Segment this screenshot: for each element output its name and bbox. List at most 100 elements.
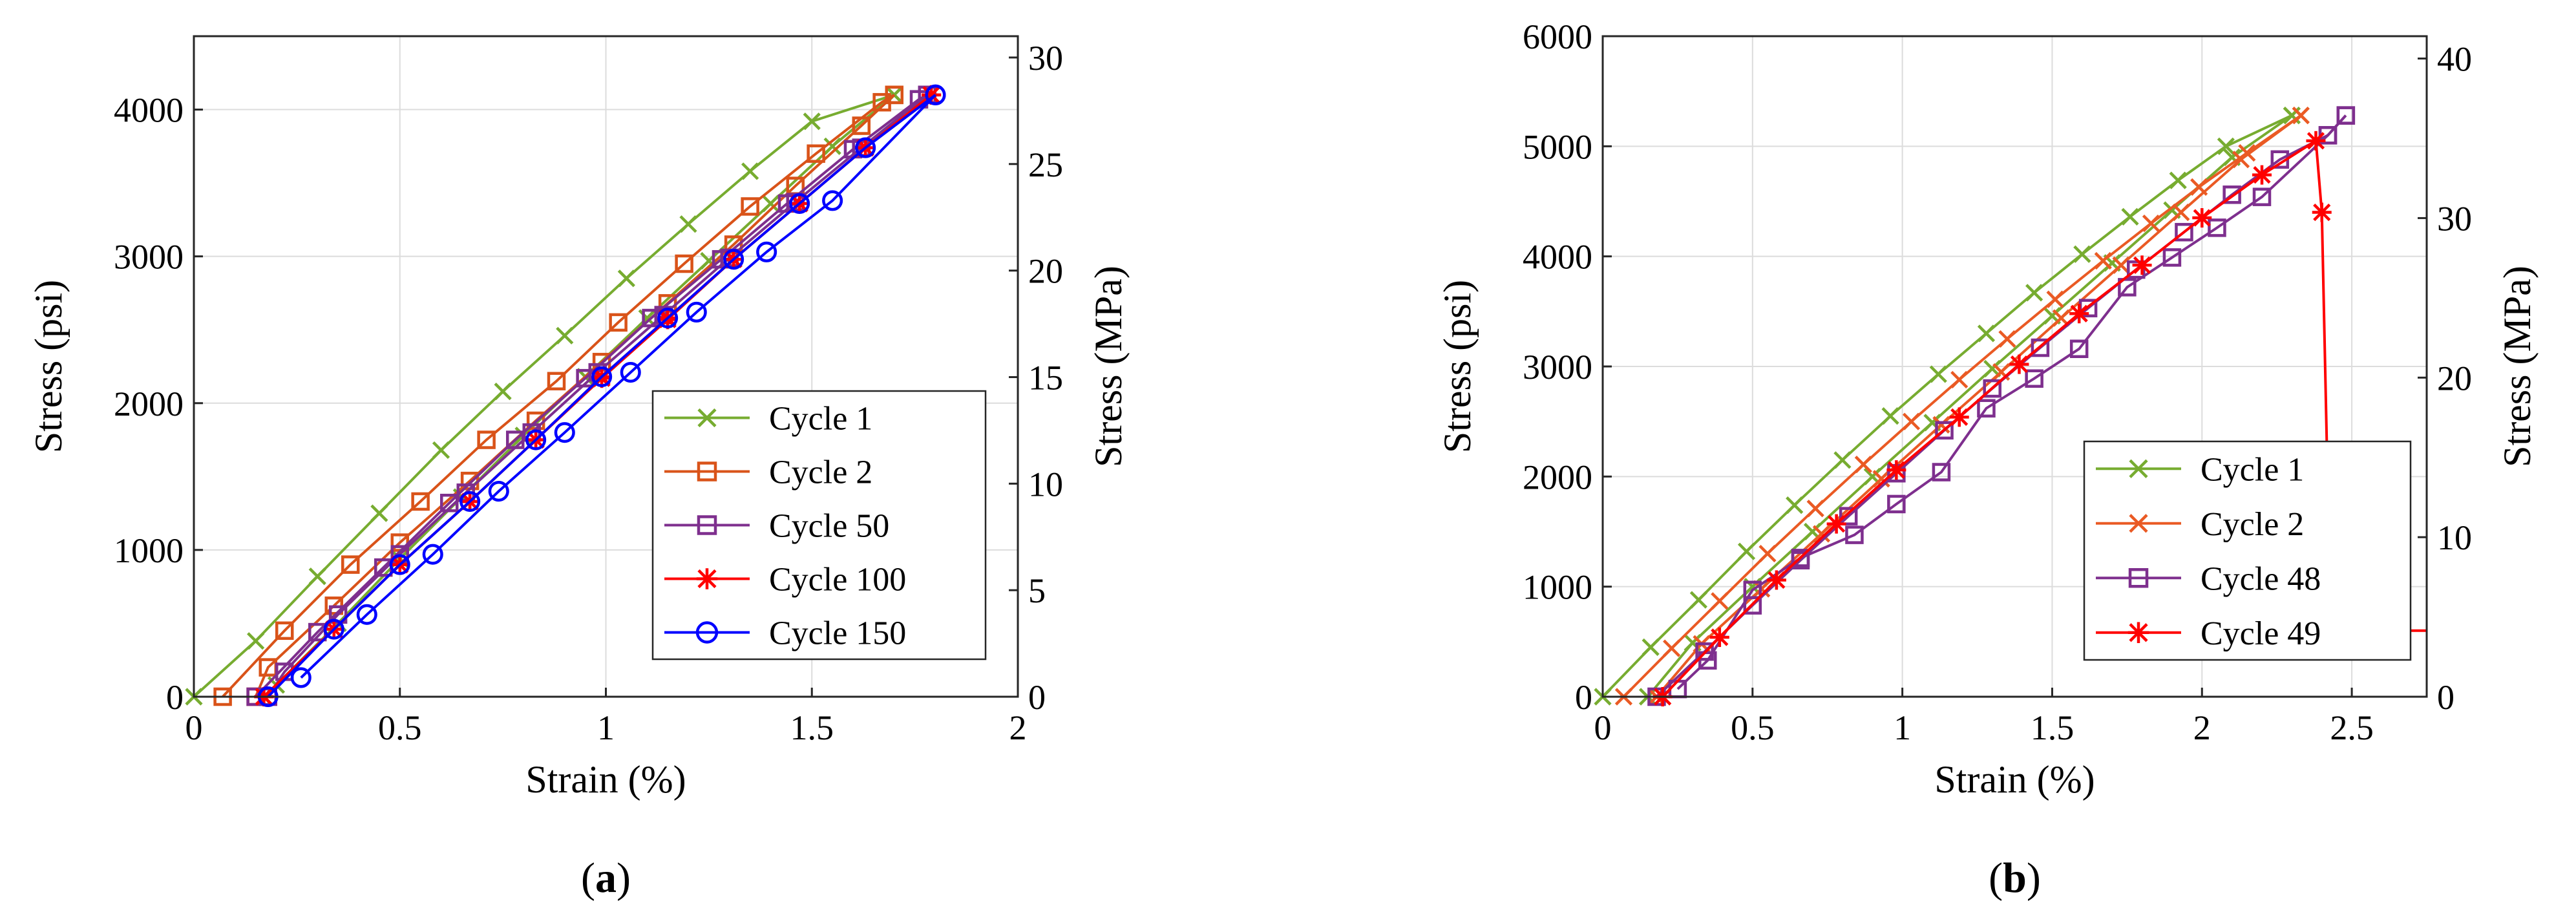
data-point (2142, 214, 2160, 233)
data-point (2172, 203, 2190, 222)
data-point (1758, 544, 1777, 563)
data-point (696, 568, 718, 589)
data-point (697, 461, 717, 482)
y2-tick-label: 20 (2437, 359, 2472, 397)
data-point (2025, 284, 2043, 302)
data-point (2009, 354, 2029, 374)
chart-panel-a: 0 0.5 1 1.5 2 0 1000 2000 3000 4000 0 5 10 15 20 25 30… (27, 35, 1130, 902)
legend-label: Cycle 1 (769, 401, 872, 438)
x-tick-label: 2 (1009, 708, 1027, 747)
data-point (290, 667, 311, 688)
data-point (389, 554, 410, 575)
data-point (1998, 330, 2016, 348)
data-point (803, 112, 821, 131)
data-point (1833, 451, 1852, 469)
x-tick-label: 2.5 (2330, 708, 2374, 747)
data-point (1766, 570, 1786, 590)
data-point (2252, 165, 2272, 185)
y2-axis-ticks: 0 10 20 30 40 (2418, 40, 2472, 717)
y-tick-label: 4000 (114, 91, 184, 130)
x-tick-label: 2 (2193, 708, 2211, 747)
y2-tick-label: 10 (1028, 465, 1063, 503)
x-axis-ticks: 0 0.5 1 1.5 2 (185, 688, 1027, 747)
y-axis-label: Stress (psi) (1436, 280, 1479, 453)
data-point (2222, 185, 2241, 204)
series-layer (185, 84, 946, 708)
data-point (2127, 260, 2146, 279)
data-point (494, 383, 512, 401)
y2-tick-label: 5 (1028, 571, 1046, 610)
panel-caption: (a) (581, 854, 631, 902)
data-point (1886, 460, 1906, 480)
data-point (2127, 622, 2149, 643)
data-point (308, 567, 326, 586)
y2-axis-ticks: 0 5 10 15 20 25 30 (1009, 39, 1063, 717)
series-cycle-150 (257, 84, 946, 708)
data-point (323, 619, 344, 640)
y-tick-label: 1000 (1523, 568, 1592, 607)
data-point (1743, 580, 1762, 600)
series-line (300, 94, 936, 679)
y-tick-label: 1000 (114, 531, 184, 570)
series-line (267, 94, 936, 698)
data-point (275, 621, 294, 640)
data-point (823, 137, 841, 155)
panel-caption: (b) (1989, 854, 2041, 902)
y2-tick-label: 30 (1028, 39, 1063, 78)
x-tick-label: 1 (597, 708, 615, 747)
data-point (432, 441, 450, 460)
y-tick-label: 3000 (114, 238, 184, 277)
x-tick-label: 0 (1594, 708, 1612, 747)
data-point (620, 362, 641, 383)
data-point (1709, 628, 1729, 648)
legend-label: Cycle 100 (769, 562, 906, 598)
y-tick-label: 2000 (114, 385, 184, 423)
data-point (2046, 290, 2064, 308)
data-point (2292, 107, 2310, 125)
data-point (885, 85, 903, 105)
data-point (591, 366, 613, 387)
data-point (697, 408, 717, 428)
data-point (2129, 514, 2148, 533)
data-point (1642, 638, 1660, 656)
data-point (556, 326, 574, 344)
data-point (2073, 245, 2091, 263)
data-point (2128, 568, 2149, 588)
legend-label: Cycle 2 (769, 454, 872, 491)
legend-item: Cycle 1 (664, 401, 872, 438)
y-tick-label: 0 (166, 678, 184, 717)
y2-tick-label: 10 (2437, 518, 2472, 557)
legend: Cycle 1 Cycle 2 Cycle 50 Cycle 100 Cycle 150 (651, 390, 987, 661)
legend-item: Cycle 2 (664, 454, 872, 491)
data-point (723, 249, 744, 270)
y2-tick-label: 20 (1028, 252, 1063, 291)
data-point (2175, 222, 2193, 242)
y2-axis-label: Stress (MPa) (2496, 266, 2539, 467)
legend-label: Cycle 150 (769, 615, 906, 652)
data-point (1932, 463, 1951, 482)
x-tick-label: 1 (1894, 708, 1911, 747)
data-point (925, 84, 946, 105)
data-point (1854, 456, 1872, 474)
data-point (2069, 304, 2089, 324)
data-point (440, 493, 459, 513)
data-point (2217, 137, 2235, 155)
data-point (852, 116, 871, 135)
data-point (1737, 542, 1756, 560)
legend-item: Cycle 1 (2096, 451, 2304, 488)
data-point (422, 544, 443, 565)
data-point (477, 430, 496, 449)
data-point (2336, 106, 2356, 125)
data-point (2208, 218, 2226, 237)
y2-axis-label: Stress (MPa) (1087, 266, 1130, 467)
data-point (617, 270, 635, 288)
data-point (638, 309, 656, 327)
data-point (761, 195, 780, 213)
data-point (1689, 591, 1707, 609)
y-tick-label: 4000 (1523, 238, 1592, 277)
legend-item: Cycle 49 (2096, 615, 2321, 652)
y-axis-ticks: 0 1000 2000 3000 4000 (114, 91, 203, 717)
legend-label: Cycle 50 (769, 508, 889, 545)
data-point (488, 480, 509, 502)
y-tick-label: 6000 (1523, 17, 1592, 56)
